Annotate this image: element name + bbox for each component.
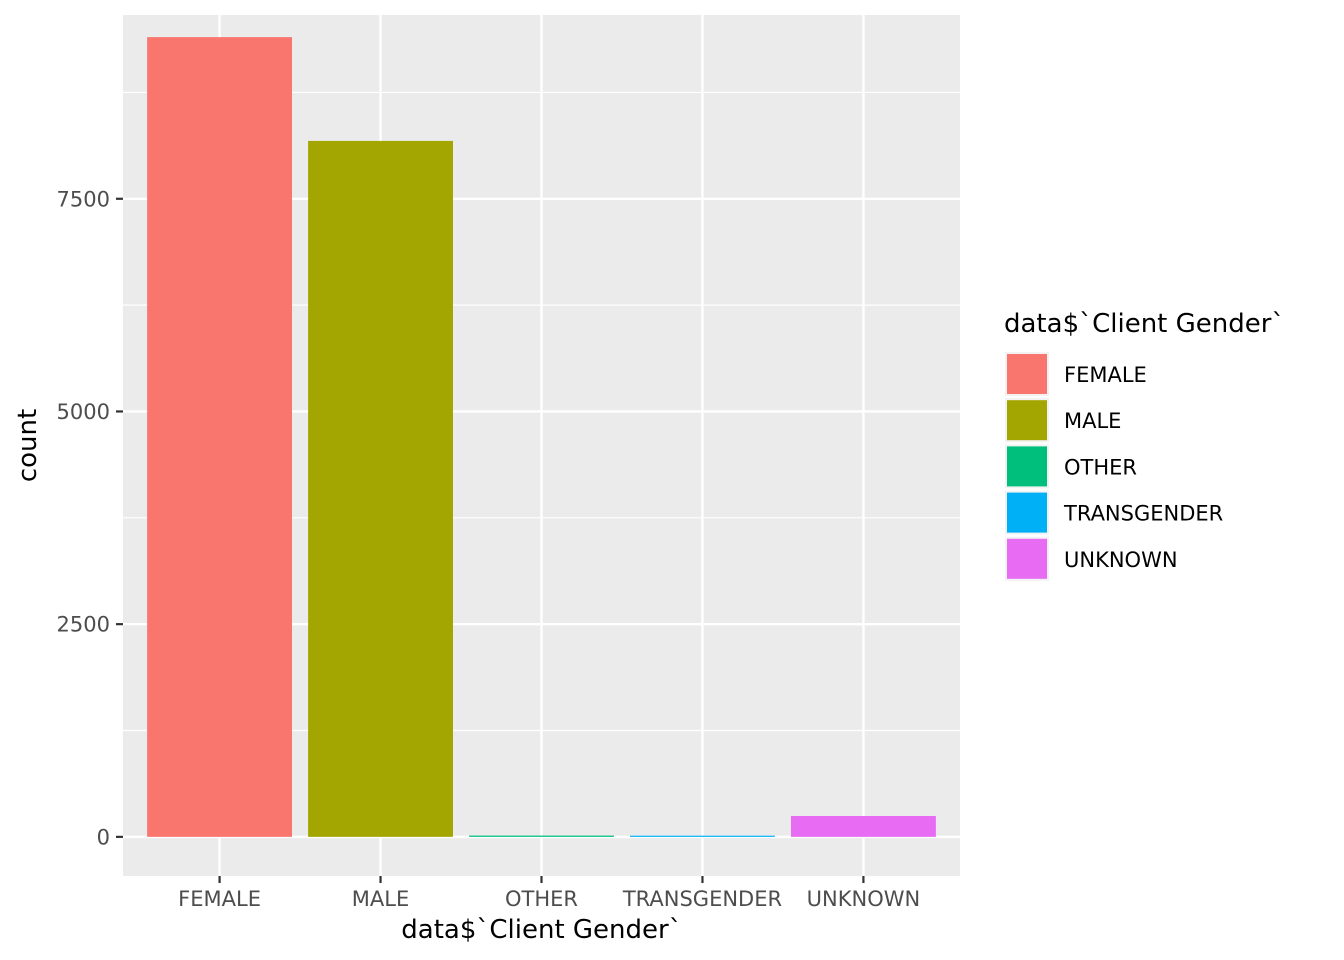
bar-male bbox=[308, 140, 453, 837]
legend-label: MALE bbox=[1064, 409, 1121, 433]
bars bbox=[147, 37, 936, 837]
x-axis: FEMALE MALE OTHER TRANSGENDER UNKNOWN bbox=[178, 876, 920, 911]
bar-transgender bbox=[630, 835, 775, 837]
y-tick-label: 0 bbox=[97, 825, 110, 849]
x-axis-title: data$`Client Gender` bbox=[401, 915, 681, 945]
y-tick-label: 7500 bbox=[57, 187, 110, 211]
legend-items: FEMALE MALE OTHER TRANSGENDER UNKNOWN bbox=[1005, 352, 1223, 581]
legend-label: UNKNOWN bbox=[1064, 548, 1178, 572]
legend-swatch bbox=[1007, 492, 1047, 533]
x-tick-label: TRANSGENDER bbox=[622, 887, 782, 911]
x-tick-label: UNKNOWN bbox=[807, 887, 921, 911]
legend-swatch bbox=[1007, 538, 1047, 579]
x-tick-label: OTHER bbox=[505, 887, 578, 911]
y-axis-title: count bbox=[13, 409, 43, 482]
bar-unknown bbox=[790, 816, 936, 837]
x-tick-label: FEMALE bbox=[178, 887, 261, 911]
legend-swatch bbox=[1007, 400, 1047, 441]
y-tick-label: 2500 bbox=[57, 613, 110, 637]
bar-female bbox=[147, 37, 293, 837]
bar-other bbox=[469, 835, 614, 837]
legend-label: OTHER bbox=[1064, 455, 1137, 479]
x-tick-label: MALE bbox=[352, 887, 409, 911]
legend-label: FEMALE bbox=[1064, 363, 1147, 387]
y-axis: 0 2500 5000 7500 bbox=[57, 187, 123, 849]
legend-swatch bbox=[1007, 354, 1047, 394]
legend-label: TRANSGENDER bbox=[1063, 502, 1223, 526]
y-tick-label: 5000 bbox=[57, 400, 110, 424]
legend: data$`Client Gender` FEMALE MALE OTHER TRAN… bbox=[1004, 309, 1284, 581]
legend-swatch bbox=[1007, 446, 1047, 487]
legend-title: data$`Client Gender` bbox=[1004, 309, 1284, 339]
